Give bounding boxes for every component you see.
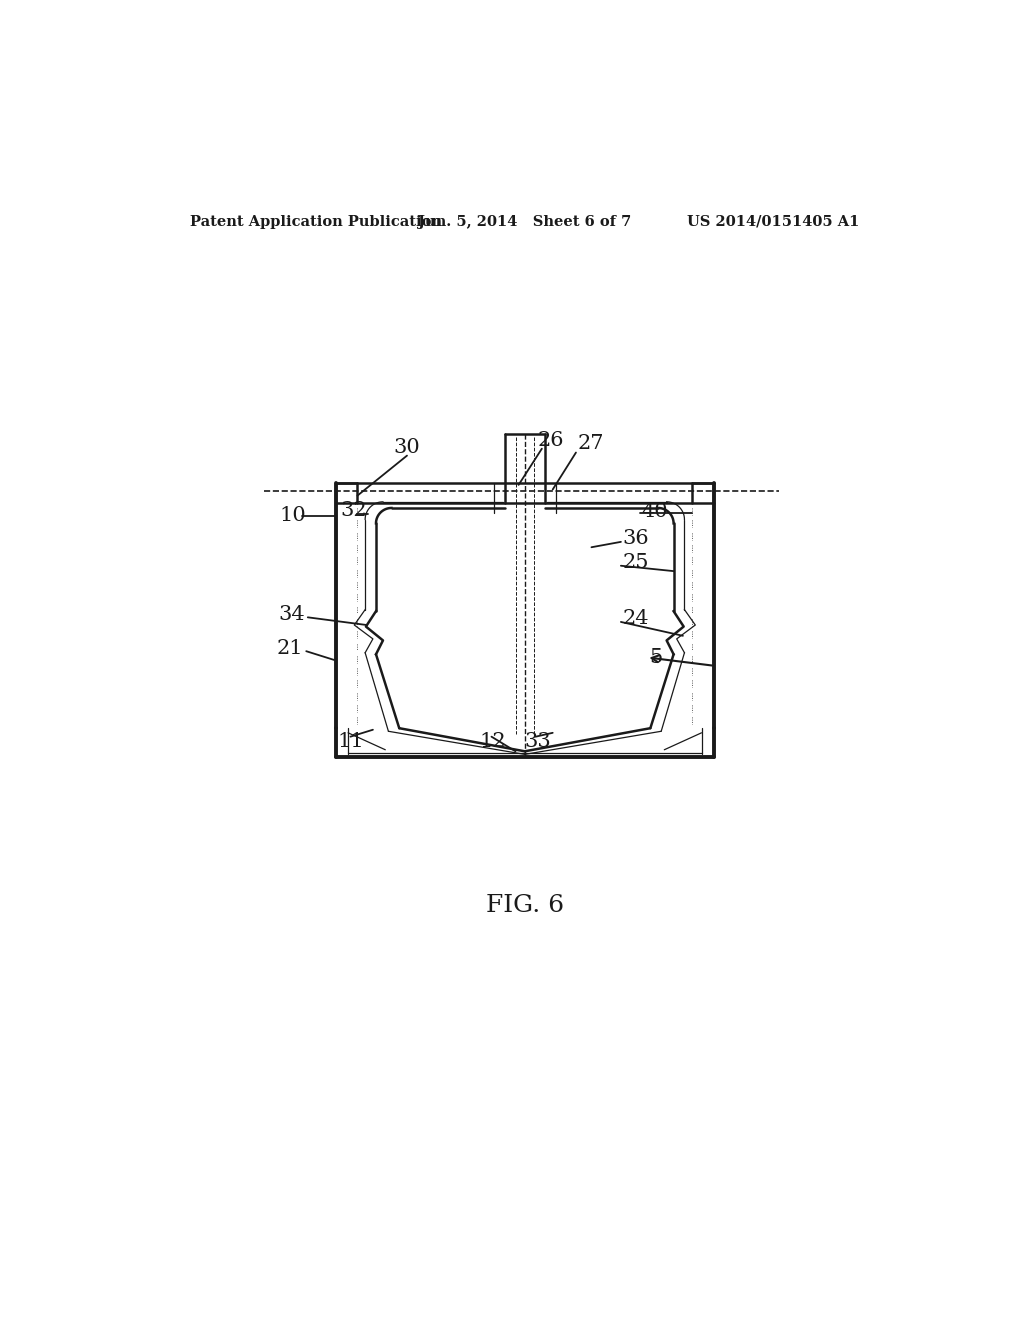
Text: 12: 12 (479, 731, 506, 751)
Text: 34: 34 (279, 605, 305, 624)
Text: FIG. 6: FIG. 6 (485, 894, 564, 917)
Text: 25: 25 (623, 553, 649, 572)
Text: Jun. 5, 2014   Sheet 6 of 7: Jun. 5, 2014 Sheet 6 of 7 (418, 215, 632, 228)
Text: 33: 33 (524, 731, 552, 751)
Text: 5: 5 (649, 648, 663, 667)
Text: 24: 24 (623, 610, 649, 628)
Text: 26: 26 (538, 430, 563, 450)
Text: 32: 32 (340, 500, 367, 520)
Text: Patent Application Publication: Patent Application Publication (190, 215, 442, 228)
Text: 11: 11 (337, 731, 364, 751)
Text: 21: 21 (276, 639, 303, 657)
Text: 36: 36 (623, 529, 649, 548)
Text: 30: 30 (393, 438, 420, 457)
Text: 10: 10 (280, 506, 306, 525)
Text: 27: 27 (578, 434, 604, 453)
Text: 40: 40 (642, 502, 669, 520)
Text: US 2014/0151405 A1: US 2014/0151405 A1 (687, 215, 859, 228)
